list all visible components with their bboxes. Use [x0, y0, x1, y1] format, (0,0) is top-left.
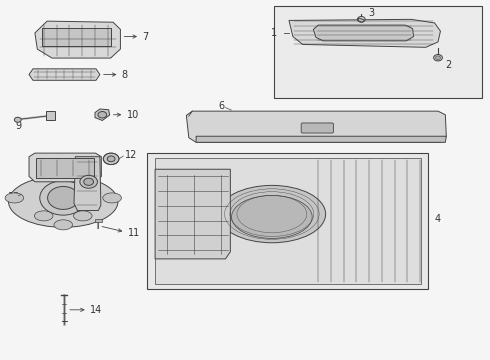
- Bar: [155, 158, 421, 284]
- Text: 8: 8: [122, 69, 128, 80]
- Circle shape: [98, 112, 107, 118]
- Text: 3: 3: [368, 8, 374, 18]
- Text: 12: 12: [125, 150, 137, 160]
- Text: 7: 7: [143, 32, 148, 41]
- Polygon shape: [95, 220, 102, 222]
- Ellipse shape: [74, 211, 92, 221]
- Text: 11: 11: [128, 228, 140, 238]
- Circle shape: [436, 56, 441, 59]
- Polygon shape: [358, 18, 365, 22]
- Polygon shape: [35, 21, 121, 58]
- Circle shape: [357, 17, 365, 22]
- Ellipse shape: [218, 185, 326, 243]
- Polygon shape: [36, 158, 94, 178]
- Polygon shape: [29, 153, 101, 182]
- Polygon shape: [95, 109, 110, 121]
- Text: 6: 6: [219, 102, 224, 112]
- Circle shape: [14, 117, 21, 122]
- FancyBboxPatch shape: [301, 123, 333, 133]
- Text: 13: 13: [8, 192, 20, 202]
- Circle shape: [84, 178, 94, 185]
- Polygon shape: [46, 111, 55, 121]
- Text: 1: 1: [270, 28, 277, 38]
- Ellipse shape: [34, 211, 53, 221]
- Bar: [274, 6, 482, 98]
- Text: 4: 4: [435, 215, 441, 224]
- Text: 10: 10: [127, 110, 139, 120]
- Ellipse shape: [8, 176, 118, 227]
- Ellipse shape: [103, 193, 122, 203]
- Ellipse shape: [5, 193, 24, 203]
- Circle shape: [80, 175, 98, 188]
- Text: 2: 2: [445, 59, 452, 69]
- Polygon shape: [289, 19, 441, 47]
- Polygon shape: [196, 136, 446, 142]
- Ellipse shape: [232, 195, 312, 238]
- Ellipse shape: [54, 220, 73, 230]
- Polygon shape: [314, 25, 414, 41]
- Circle shape: [434, 54, 442, 61]
- Text: 5: 5: [264, 211, 270, 221]
- Polygon shape: [42, 28, 111, 45]
- Circle shape: [107, 156, 115, 162]
- Polygon shape: [155, 169, 230, 259]
- Circle shape: [48, 186, 79, 210]
- Polygon shape: [74, 157, 101, 211]
- Polygon shape: [29, 69, 100, 80]
- Text: 14: 14: [90, 305, 102, 315]
- Circle shape: [103, 153, 119, 165]
- Text: 9: 9: [15, 121, 22, 131]
- Circle shape: [40, 181, 87, 215]
- Polygon shape: [186, 111, 446, 142]
- Bar: [147, 153, 428, 289]
